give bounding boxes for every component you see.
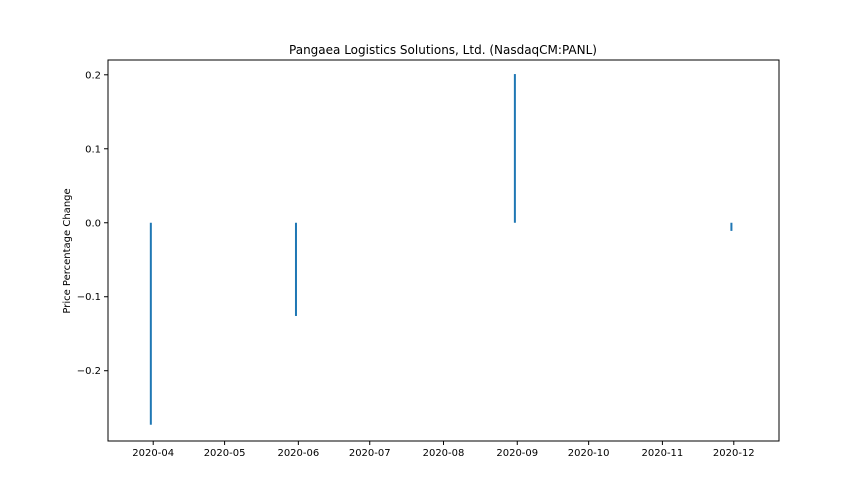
x-tick-label: 2020-04 xyxy=(132,448,174,459)
x-tick-label: 2020-08 xyxy=(423,448,465,459)
x-tick-label: 2020-09 xyxy=(496,448,538,459)
y-tick-label: −0.1 xyxy=(77,292,101,303)
bar xyxy=(513,74,516,223)
y-tick-label: 0.0 xyxy=(85,218,101,229)
x-tick-label: 2020-05 xyxy=(204,448,246,459)
y-axis-ticks: −0.2 −0.1 0.0 0.1 0.2 xyxy=(77,70,108,377)
x-tick-label: 2020-12 xyxy=(713,448,755,459)
y-tick-label: −0.2 xyxy=(77,366,101,377)
x-axis-ticks: 2020-04 2020-05 2020-06 2020-07 2020-08 2020-… xyxy=(132,441,755,459)
bar xyxy=(730,222,733,231)
x-tick-label: 2020-06 xyxy=(277,448,319,459)
chart-title: Pangaea Logistics Solutions, Ltd. (Nasda… xyxy=(289,43,597,57)
x-tick-label: 2020-11 xyxy=(642,448,684,459)
x-tick-label: 2020-07 xyxy=(349,448,391,459)
plot-frame xyxy=(107,59,780,442)
y-tick-label: 0.1 xyxy=(85,144,101,155)
bar xyxy=(149,222,152,425)
y-tick-label: 0.2 xyxy=(85,70,101,81)
x-tick-label: 2020-10 xyxy=(568,448,610,459)
bar xyxy=(294,222,297,316)
bars-group xyxy=(149,74,733,425)
y-axis-label: Price Percentage Change xyxy=(62,188,73,313)
